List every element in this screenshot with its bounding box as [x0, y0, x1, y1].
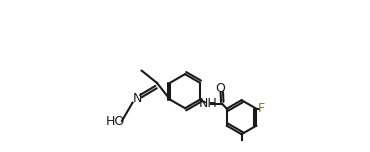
Text: NH: NH: [199, 97, 218, 110]
Text: F: F: [258, 102, 265, 115]
Text: N: N: [132, 92, 142, 105]
Text: O: O: [215, 82, 225, 95]
Text: HO: HO: [105, 115, 125, 128]
